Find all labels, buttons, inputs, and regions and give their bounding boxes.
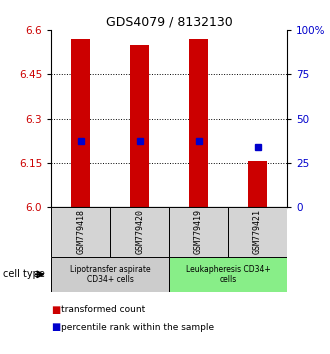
Text: Lipotransfer aspirate
CD34+ cells: Lipotransfer aspirate CD34+ cells bbox=[70, 265, 150, 284]
Text: Leukapheresis CD34+
cells: Leukapheresis CD34+ cells bbox=[186, 265, 271, 284]
Text: GSM779421: GSM779421 bbox=[253, 209, 262, 255]
Bar bbox=[51, 257, 169, 292]
Text: ■: ■ bbox=[51, 322, 60, 332]
Text: GSM779418: GSM779418 bbox=[76, 209, 85, 255]
Bar bbox=[51, 207, 110, 257]
Bar bbox=[71, 39, 90, 207]
Bar bbox=[130, 45, 149, 207]
Text: GSM779419: GSM779419 bbox=[194, 209, 203, 255]
Bar bbox=[110, 207, 169, 257]
Text: GSM779420: GSM779420 bbox=[135, 209, 144, 255]
Text: cell type: cell type bbox=[3, 269, 45, 279]
Bar bbox=[169, 257, 287, 292]
Bar bbox=[189, 39, 208, 207]
Bar bbox=[169, 207, 228, 257]
Text: percentile rank within the sample: percentile rank within the sample bbox=[61, 323, 214, 332]
Text: transformed count: transformed count bbox=[61, 305, 145, 314]
Text: ■: ■ bbox=[51, 305, 60, 315]
Bar bbox=[248, 161, 267, 207]
Bar bbox=[228, 207, 287, 257]
Title: GDS4079 / 8132130: GDS4079 / 8132130 bbox=[106, 16, 233, 29]
